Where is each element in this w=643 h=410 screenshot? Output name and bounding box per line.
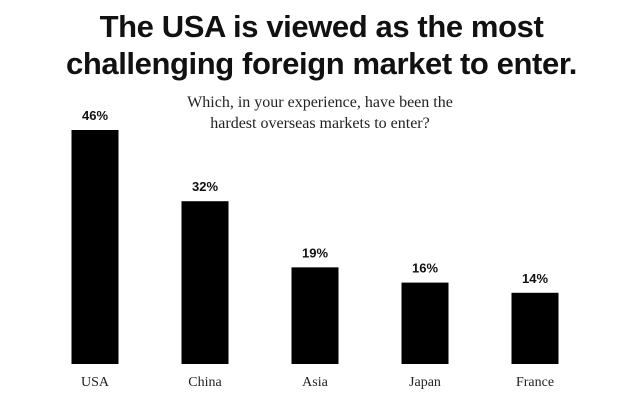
bar-japan [401,282,449,364]
value-label-asia: 19% [302,245,328,260]
category-label-japan: Japan [409,375,441,390]
chart-title-line-1: The USA is viewed as the most [99,9,544,44]
chart-subtitle-line-2: hardest overseas markets to enter? [210,115,430,132]
value-label-usa: 46% [82,108,108,123]
chart-subtitle-line-1: Which, in your experience, have been the [187,94,453,111]
category-label-china: China [188,375,222,390]
bar-china [181,201,229,364]
category-label-usa: USA [81,375,110,390]
bar-asia [291,267,339,364]
bar-france [511,292,559,364]
value-label-china: 32% [192,179,218,194]
category-label-asia: Asia [302,375,328,390]
bar-usa [71,130,119,364]
chart-subtitle: Which, in your experience, have been the… [120,92,520,134]
value-label-france: 14% [522,271,548,286]
value-label-japan: 16% [412,261,438,276]
chart-title-line-2: challenging foreign market to enter. [66,46,577,81]
chart-title: The USA is viewed as the most challengin… [0,8,643,82]
category-label-france: France [516,375,554,390]
